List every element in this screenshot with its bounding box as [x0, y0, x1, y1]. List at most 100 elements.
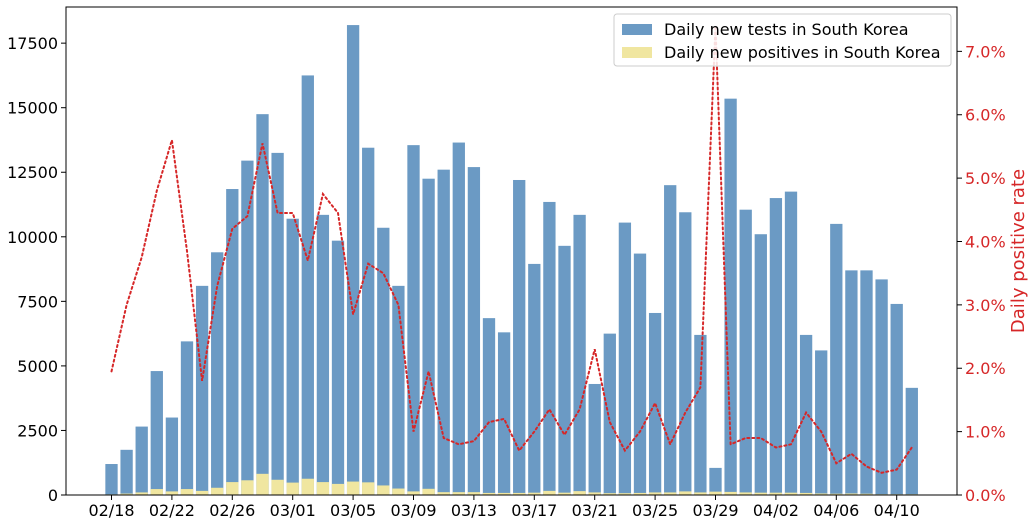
positives-bar: [165, 491, 179, 495]
tests-bar: [286, 218, 299, 496]
tests-bar: [754, 234, 767, 496]
plot-frame: [65, 6, 958, 496]
positives-bar: [694, 492, 707, 495]
positives-bar: [664, 492, 677, 495]
positives-bar: [150, 489, 163, 495]
tests-bar: [150, 371, 163, 495]
tests-bar: [513, 179, 526, 496]
legend-swatch: [622, 47, 652, 58]
x-tick-label: 03/25: [632, 501, 678, 520]
tests-bar: [845, 270, 858, 495]
tests-bar: [452, 142, 465, 496]
positives-bar: [588, 492, 601, 495]
tests-bar: [377, 227, 390, 495]
left-tick-label: 17500: [7, 34, 58, 53]
tests-bar: [331, 240, 345, 495]
positives-bar: [633, 492, 647, 495]
tests-bar: [618, 222, 632, 495]
tests-bar: [226, 189, 239, 496]
positives-bar: [497, 492, 511, 495]
positives-bars: [105, 473, 918, 495]
tests-bar: [694, 334, 707, 495]
tests-bar: [180, 341, 194, 495]
positives-bar: [211, 487, 224, 495]
right-tick-label: 3.0%: [965, 296, 1006, 315]
tests-bar: [211, 252, 224, 495]
left-tick-label: 2500: [17, 421, 58, 440]
tests-bar: [528, 263, 541, 495]
tests-bar: [769, 198, 783, 495]
tests-bar: [362, 147, 375, 495]
tests-bar: [679, 212, 692, 495]
left-tick-label: 12500: [7, 163, 58, 182]
positives-bar: [301, 478, 314, 495]
x-tick-label: 04/06: [813, 501, 859, 520]
left-tick-label: 7500: [17, 292, 58, 311]
tests-bar: [664, 185, 677, 495]
tests-bar: [724, 98, 737, 495]
tests-bar: [799, 334, 813, 495]
tests-bars: [105, 25, 918, 496]
left-tick-label: 0: [48, 486, 58, 505]
positives-bar: [618, 493, 632, 495]
x-tick-label: 03/05: [330, 501, 376, 520]
tests-bar: [497, 332, 511, 495]
x-tick-label: 04/10: [874, 501, 920, 520]
positives-bar: [437, 492, 450, 495]
positives-bar: [226, 482, 239, 495]
x-tick-label: 02/26: [209, 501, 255, 520]
right-tick-label: 0.0%: [965, 486, 1006, 505]
legend-swatch: [622, 24, 652, 35]
positives-bar: [135, 492, 148, 495]
legend: Daily new tests in South Korea Daily new …: [613, 13, 952, 67]
positives-bar: [845, 493, 858, 495]
positives-bar: [377, 485, 390, 495]
rate-series-line: [110, 25, 913, 474]
legend-label: Daily new tests in South Korea: [664, 20, 909, 39]
x-tick-label: 03/29: [692, 501, 738, 520]
positives-bar: [679, 491, 692, 495]
positives-bar: [513, 492, 526, 495]
positives-bar: [830, 493, 843, 495]
tests-bar: [165, 417, 179, 495]
tests-bar: [603, 333, 616, 495]
positives-bar: [467, 492, 481, 495]
x-tick-label: 03/21: [572, 501, 618, 520]
tests-bar: [256, 114, 269, 495]
positives-bar: [316, 482, 330, 495]
tests-bar: [709, 467, 722, 495]
tests-bar: [301, 75, 314, 495]
positives-bar: [256, 473, 269, 495]
right-tick-label: 2.0%: [965, 359, 1006, 378]
positives-bar: [407, 491, 420, 495]
tests-bar: [784, 191, 798, 495]
legend-label: Daily new positives in South Korea: [664, 43, 941, 62]
positives-bar: [528, 492, 541, 495]
tests-bar: [437, 169, 450, 495]
left-tick-label: 5000: [17, 357, 58, 376]
positives-bar: [286, 482, 299, 495]
x-tick-label: 03/09: [390, 501, 436, 520]
positives-bar: [195, 490, 209, 495]
positives-bar: [180, 489, 194, 495]
positives-bar: [724, 491, 737, 495]
positives-bar: [784, 492, 798, 495]
positives-bar: [120, 493, 133, 495]
left-tick-label: 10000: [7, 228, 58, 247]
positives-bar: [860, 493, 873, 495]
tests-bar: [346, 25, 360, 496]
positives-bar: [331, 483, 345, 495]
tests-bar: [467, 167, 481, 495]
x-tick-label: 04/02: [753, 501, 799, 520]
left-tick-label: 15000: [7, 99, 58, 118]
right-tick-label: 4.0%: [965, 232, 1006, 251]
right-tick-label: 7.0%: [965, 42, 1006, 61]
tests-bar: [815, 350, 828, 495]
x-tick-label: 03/13: [451, 501, 497, 520]
tests-bar: [482, 318, 496, 495]
positives-bar: [799, 492, 813, 495]
positives-bar: [346, 481, 360, 495]
x-tick-label: 03/01: [270, 501, 316, 520]
tests-bar: [860, 270, 873, 495]
